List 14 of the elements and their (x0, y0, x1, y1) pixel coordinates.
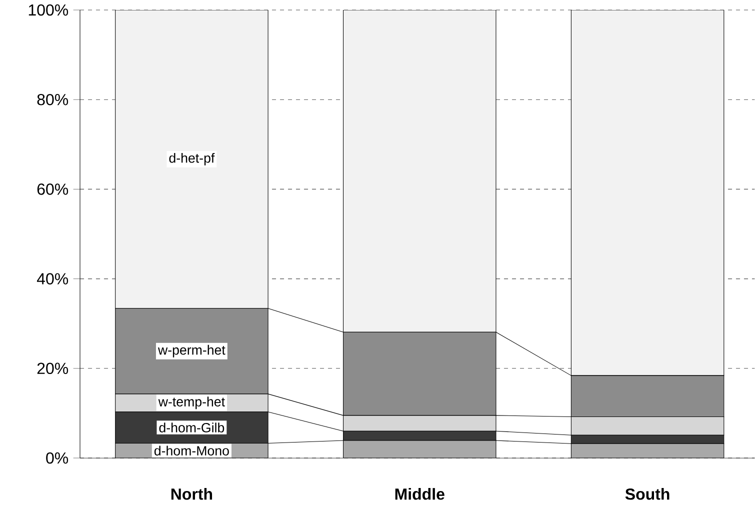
y-tick-label: 40% (36, 273, 68, 284)
x-tick-label: North (171, 488, 212, 500)
y-tick-label: 100% (28, 4, 68, 16)
series-label: w-perm-het (158, 344, 226, 358)
series-label: w-temp-het (158, 396, 225, 410)
y-tick-label: 80% (37, 94, 68, 106)
x-tick-label: South (625, 488, 670, 500)
series-label: d-het-pf (169, 152, 215, 166)
series-label: d-hom-Gilb (159, 422, 224, 432)
y-tick-label: 0% (46, 452, 68, 464)
x-tick-label: Middle (395, 488, 444, 500)
y-tick-label: 60% (37, 184, 68, 195)
y-tick-label: 20% (37, 362, 68, 374)
series-label: d-hom-Mono (154, 446, 229, 456)
